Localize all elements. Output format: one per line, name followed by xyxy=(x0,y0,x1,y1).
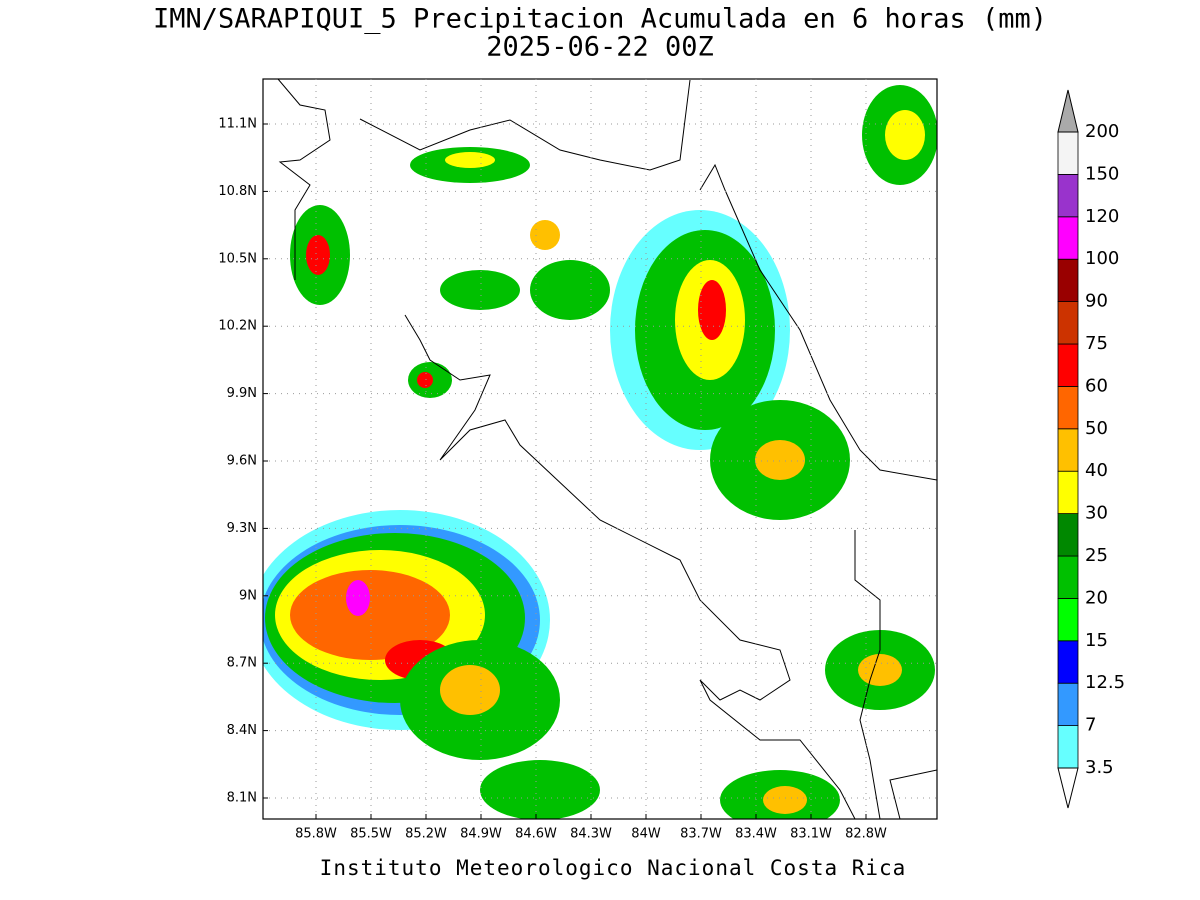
map-title: IMN/SARAPIQUI_5 Precipitacion Acumulada … xyxy=(153,4,1047,35)
map-subtitle: 2025-06-22 00Z xyxy=(486,32,714,63)
colorbar-swatch xyxy=(1057,598,1079,642)
lat-tick-label: 9N xyxy=(239,588,257,603)
colorbar-label: 15 xyxy=(1085,630,1108,651)
colorbar-label: 200 xyxy=(1085,121,1119,142)
precip-field xyxy=(263,79,937,819)
lon-tick-label: 85.2W xyxy=(405,827,447,842)
lat-tick-label: 10.5N xyxy=(218,251,257,266)
colorbar-label: 60 xyxy=(1085,375,1108,396)
map-frame xyxy=(262,78,938,820)
lat-tick-label: 9.9N xyxy=(227,386,257,401)
colorbar-swatch xyxy=(1057,301,1079,345)
colorbar-label: 12.5 xyxy=(1085,672,1125,693)
colorbar-swatch xyxy=(1057,173,1079,218)
colorbar-swatch xyxy=(1057,385,1079,430)
lat-tick-label: 9.3N xyxy=(227,521,257,536)
lat-tick-label: 10.2N xyxy=(218,319,257,334)
colorbar-swatch xyxy=(1057,428,1079,472)
rain-cluster-sw xyxy=(263,510,600,819)
rain-cluster-n xyxy=(290,147,610,398)
colorbar-swatch xyxy=(1057,470,1079,515)
colorbar-swatch xyxy=(1057,216,1079,260)
coastlines xyxy=(277,79,937,819)
colorbar-label: 3.5 xyxy=(1085,757,1114,778)
colorbar-label: 40 xyxy=(1085,460,1108,481)
lon-tick-label: 83.1W xyxy=(790,827,832,842)
rain-cluster-ne xyxy=(610,85,937,819)
colorbar-label: 7 xyxy=(1085,715,1096,736)
colorbar-label: 75 xyxy=(1085,333,1108,354)
lat-tick-label: 9.6N xyxy=(227,454,257,469)
colorbar-swatch xyxy=(1057,513,1079,557)
colorbar-swatch xyxy=(1057,725,1079,769)
colorbar-swatch xyxy=(1057,555,1079,599)
colorbar-swatch xyxy=(1057,640,1079,684)
lon-tick-label: 84.6W xyxy=(515,827,557,842)
colorbar-label: 120 xyxy=(1085,206,1119,227)
colorbar-label: 90 xyxy=(1085,291,1108,312)
lon-tick-label: 83.7W xyxy=(680,827,722,842)
lat-tick-label: 11.1N xyxy=(218,117,257,132)
colorbar-label: 100 xyxy=(1085,248,1119,269)
lon-tick-label: 83.4W xyxy=(735,827,777,842)
colorbar-swatch xyxy=(1057,343,1079,387)
lat-tick-label: 8.4N xyxy=(227,723,257,738)
colorbar-under xyxy=(1057,767,1079,809)
colorbar-swatch xyxy=(1057,682,1079,727)
lat-tick-label: 8.1N xyxy=(227,791,257,806)
colorbar-label: 20 xyxy=(1085,587,1108,608)
lon-tick-label: 84W xyxy=(631,827,661,842)
colorbar-swatch xyxy=(1057,131,1079,175)
colorbar-label: 50 xyxy=(1085,418,1108,439)
colorbar-label: 150 xyxy=(1085,163,1119,184)
lon-tick-label: 85.8W xyxy=(295,827,337,842)
lon-tick-label: 84.3W xyxy=(570,827,612,842)
map-footer: Instituto Meteorologico Nacional Costa R… xyxy=(320,856,907,880)
lat-tick-label: 10.8N xyxy=(218,184,257,199)
colorbar-over xyxy=(1057,89,1079,133)
colorbar-label: 30 xyxy=(1085,503,1108,524)
lon-tick-label: 82.8W xyxy=(845,827,887,842)
lon-tick-label: 85.5W xyxy=(350,827,392,842)
colorbar-swatch xyxy=(1057,258,1079,303)
lon-tick-label: 84.9W xyxy=(460,827,502,842)
lat-tick-label: 8.7N xyxy=(227,656,257,671)
colorbar-label: 25 xyxy=(1085,545,1108,566)
